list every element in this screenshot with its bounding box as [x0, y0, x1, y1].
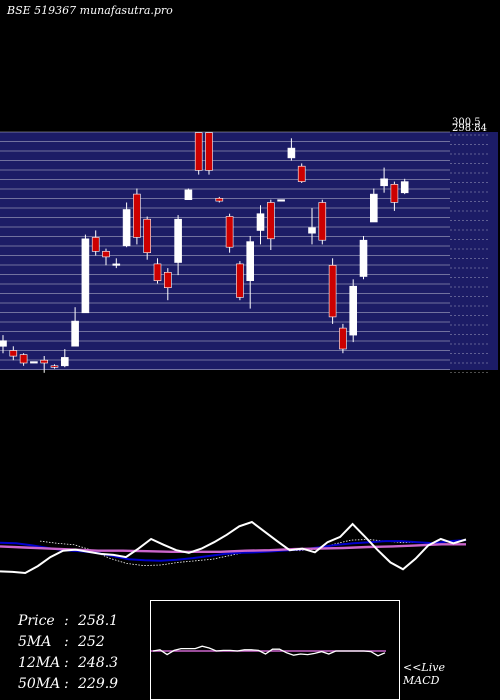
candle-body: [174, 218, 182, 263]
candle-body: [349, 285, 358, 336]
candle-body: [19, 354, 28, 364]
candle-body: [308, 227, 316, 234]
price-label-high: 300.5: [452, 117, 481, 128]
macd-chart: [151, 645, 386, 657]
stat-12ma-label: 12MA: [18, 655, 61, 671]
candle-body: [81, 238, 90, 314]
candle-body: [369, 193, 378, 223]
candle-body: [359, 239, 368, 277]
candle-body: [380, 178, 388, 187]
stat-12ma: 12MA:248.3: [18, 655, 119, 671]
candle-body: [256, 213, 265, 231]
stat-50ma-value: 229.9: [78, 676, 119, 692]
candle-body: [112, 263, 121, 266]
candle-body: [246, 241, 254, 282]
candle-body: [277, 199, 285, 202]
macd-panel: [150, 600, 400, 700]
candle-body: [318, 202, 327, 241]
candle-body: [50, 365, 59, 368]
candle-body: [71, 320, 79, 347]
candle-body: [9, 350, 18, 357]
candle-body: [30, 361, 38, 364]
candle-body: [266, 202, 275, 240]
candle-body: [153, 263, 162, 281]
candle-body: [133, 193, 141, 238]
candle-body: [339, 327, 347, 350]
candle-body: [143, 218, 151, 253]
candle-body: [400, 181, 409, 194]
live-link[interactable]: <<Live: [403, 661, 445, 674]
candle-body: [225, 216, 234, 248]
stat-50ma-label: 50MA: [18, 676, 61, 692]
ma-fast-line: [0, 520, 467, 575]
candle-body: [297, 165, 306, 182]
candle-body: [122, 209, 131, 247]
candle-body: [215, 198, 224, 202]
stat-5ma-value: 252: [78, 634, 105, 650]
candle-body: [390, 184, 399, 203]
stat-12ma-value: 248.3: [78, 655, 119, 671]
candle-body: [40, 359, 49, 364]
macd-label: MACD: [403, 674, 440, 687]
price-label-last: 298.84: [452, 123, 487, 134]
candle-body: [91, 237, 100, 252]
candle-body: [328, 264, 337, 318]
ma-mid-line: [0, 539, 467, 562]
chart-title: BSE 519367 munafasutra.pro: [7, 4, 173, 17]
stat-5ma: 5MA:252: [18, 634, 105, 650]
candle-body: [0, 340, 7, 347]
candle-body: [194, 132, 203, 171]
candle-body: [205, 132, 213, 171]
candle-body: [164, 271, 172, 288]
live-macd-label[interactable]: <<Live MACD: [403, 661, 445, 687]
candle-body: [184, 189, 193, 200]
stat-price-label: Price: [18, 613, 55, 629]
stat-price-value: 258.1: [78, 613, 119, 629]
candle-body: [287, 147, 296, 159]
stat-price: Price:258.1: [18, 613, 119, 629]
candle-body: [236, 263, 244, 298]
stat-50ma: 50MA:229.9: [18, 676, 119, 692]
candle-body: [60, 357, 69, 367]
macd-line: [152, 645, 386, 657]
stat-5ma-label: 5MA: [18, 634, 52, 650]
candle-body: [102, 251, 110, 258]
